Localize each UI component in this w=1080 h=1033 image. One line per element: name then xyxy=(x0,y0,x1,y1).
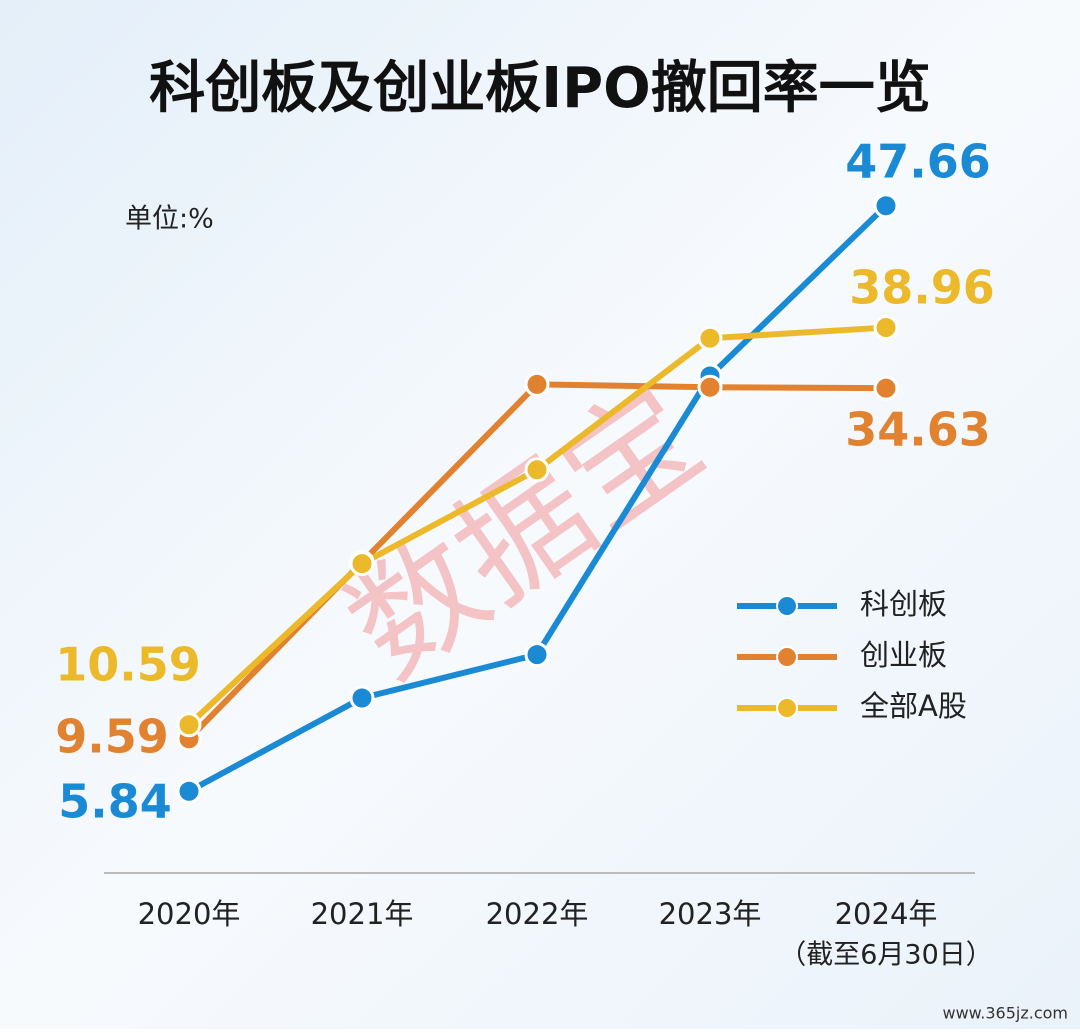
point xyxy=(697,325,723,351)
data-label: 9.59 xyxy=(55,710,169,764)
data-label: 38.96 xyxy=(849,261,995,315)
data-label: 34.63 xyxy=(845,403,991,457)
legend-marker xyxy=(776,646,798,668)
point xyxy=(176,712,202,738)
data-label: 5.84 xyxy=(58,775,172,829)
data-label: 10.59 xyxy=(55,638,201,692)
data-label: 47.66 xyxy=(845,135,991,189)
legend-marker xyxy=(776,697,798,719)
x-tick-label: 2022年 xyxy=(486,897,589,931)
legend-label: 科创板 xyxy=(860,587,947,621)
x-note: （截至6月30日） xyxy=(779,940,993,971)
point xyxy=(176,778,202,804)
x-tick-label: 2021年 xyxy=(311,897,414,931)
point xyxy=(524,642,550,668)
point xyxy=(873,315,899,341)
x-tick-label: 2020年 xyxy=(138,897,241,931)
legend-label: 创业板 xyxy=(860,638,947,672)
legend-label: 全部A股 xyxy=(860,689,967,723)
point xyxy=(697,374,723,400)
point xyxy=(349,551,375,577)
point xyxy=(524,371,550,397)
chart-title: 科创板及创业板IPO撤回率一览 xyxy=(149,56,930,121)
legend-marker xyxy=(776,595,798,617)
x-tick-label: 2023年 xyxy=(659,897,762,931)
point xyxy=(524,457,550,483)
unit-label: 单位:% xyxy=(125,204,214,235)
point xyxy=(873,193,899,219)
x-tick-label: 2024年 xyxy=(835,897,938,931)
point xyxy=(873,375,899,401)
point xyxy=(349,685,375,711)
source: www.365jz.com xyxy=(942,1004,1068,1023)
